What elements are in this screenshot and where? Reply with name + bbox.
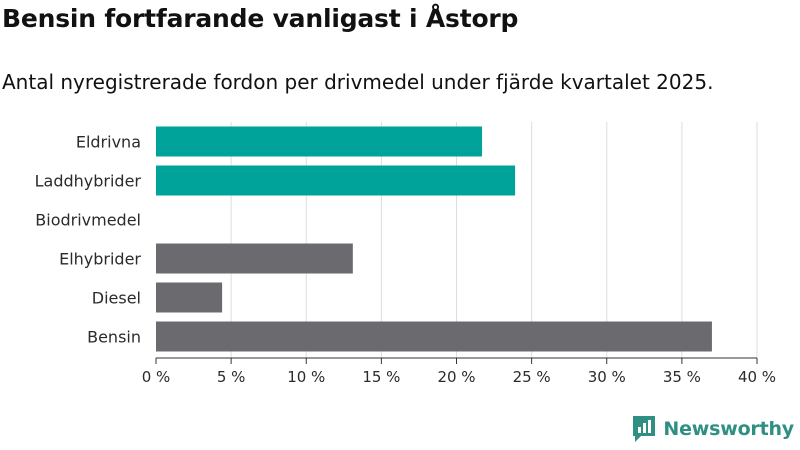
- bar-eldrivna: [156, 126, 483, 157]
- x-tick-label: 0 %: [142, 368, 171, 386]
- axis-layer: [155, 357, 758, 364]
- x-tick-label: 20 %: [437, 368, 475, 386]
- x-tick-label: 5 %: [217, 368, 246, 386]
- x-tick-label: 30 %: [588, 368, 626, 386]
- category-label: Bensin: [87, 328, 141, 347]
- x-tick-label: 35 %: [663, 368, 701, 386]
- category-label: Biodrivmedel: [35, 211, 141, 230]
- bar-laddhybrider: [156, 165, 516, 196]
- newsworthy-logo-icon: [633, 416, 656, 442]
- x-tick-label: 25 %: [513, 368, 551, 386]
- bar-layer: [156, 126, 712, 352]
- x-tick-label: 15 %: [362, 368, 400, 386]
- category-label: Elhybrider: [59, 250, 141, 269]
- bar-diesel: [156, 282, 223, 313]
- label-layer: 0 % 5 % 10 % 15 % 20 % 25 % 30 % 35 % 40 % Eldriv…: [35, 133, 776, 387]
- bar-elhybrider: [156, 243, 353, 274]
- x-tick-label: 40 %: [738, 368, 776, 386]
- category-label: Diesel: [92, 289, 141, 308]
- bar-bensin: [156, 321, 712, 352]
- category-label: Laddhybrider: [35, 172, 142, 191]
- brand-logo: Newsworthy: [631, 414, 794, 444]
- grid-layer: [230, 122, 758, 358]
- brand-name: Newsworthy: [663, 418, 794, 440]
- chart-subtitle: Antal nyregistrerade fordon per drivmede…: [2, 70, 714, 94]
- x-tick-label: 10 %: [287, 368, 325, 386]
- category-label: Eldrivna: [76, 133, 141, 152]
- chart-title: Bensin fortfarande vanligast i Åstorp: [2, 4, 519, 33]
